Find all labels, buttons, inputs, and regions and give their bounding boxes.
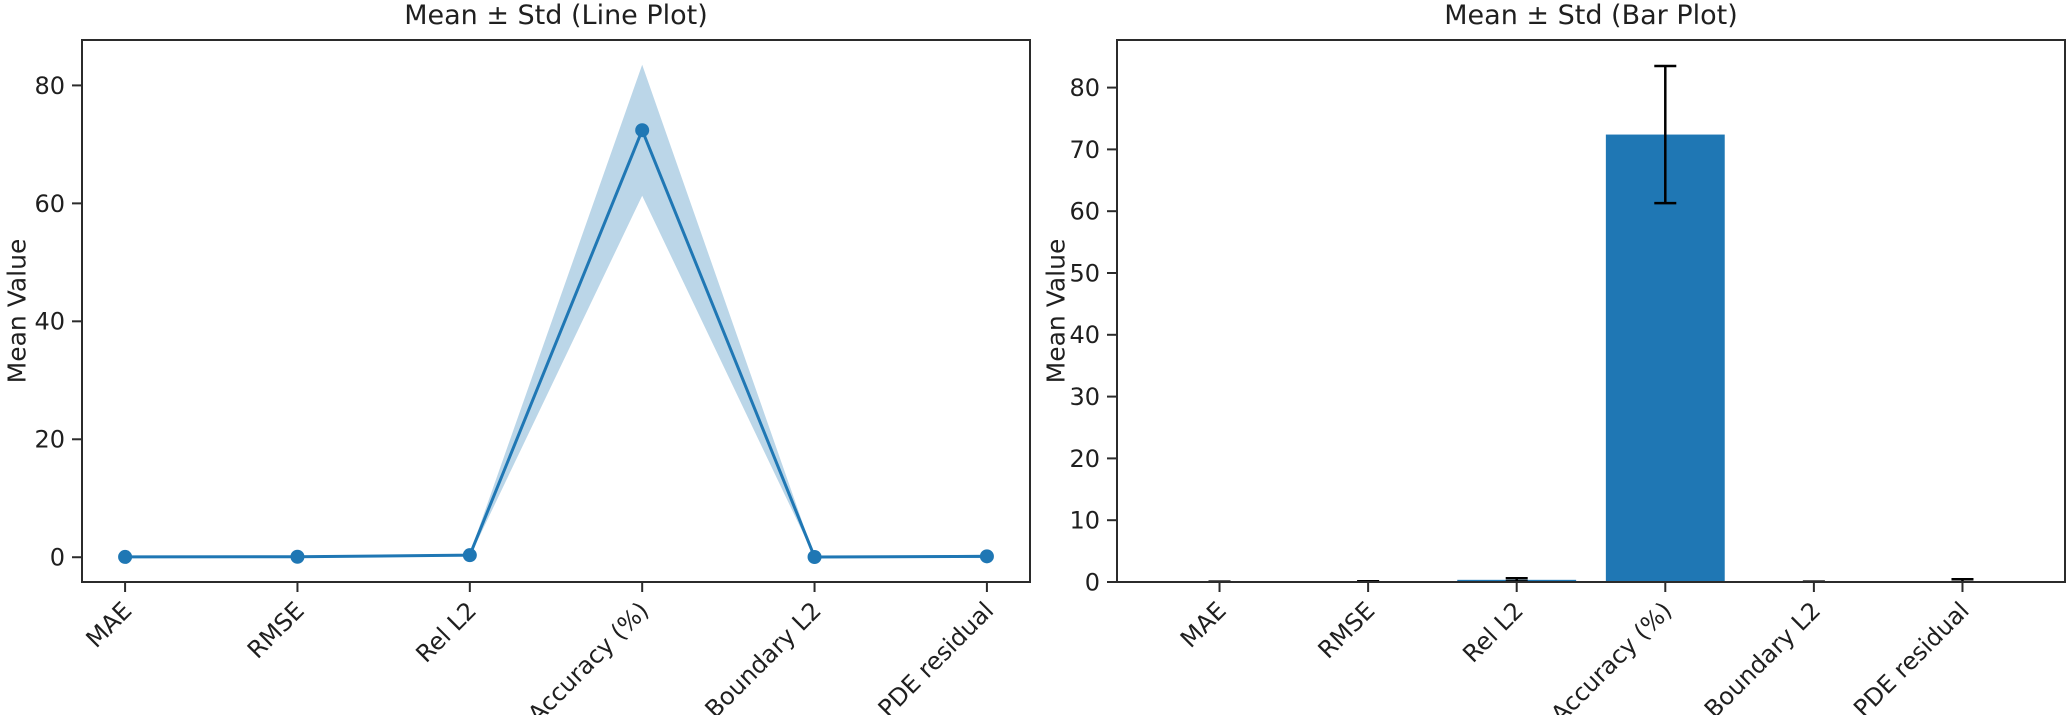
x-tick-label: Boundary L2: [700, 596, 827, 715]
axes-spines: [1116, 39, 2066, 583]
y-tick-label: 80: [1069, 74, 1100, 102]
x-tick-label: Rel L2: [1457, 596, 1529, 668]
mean-line-series: [125, 128, 987, 559]
x-tick-label: PDE residual: [873, 596, 999, 715]
y-tick-label: 60: [1069, 198, 1100, 226]
x-tick-label: MAE: [1175, 596, 1232, 653]
data-point-marker: [807, 549, 822, 564]
y-tick-label: 20: [34, 426, 65, 454]
data-point-marker: [462, 548, 477, 563]
x-tick-label: RMSE: [1313, 596, 1381, 664]
x-tick-label: MAE: [81, 596, 138, 653]
y-tick-label: 70: [1069, 136, 1100, 164]
data-point-marker: [635, 123, 650, 138]
line-plot-ylabel: Mean Value: [2, 238, 32, 384]
line-plot-title: Mean ± Std (Line Plot): [404, 0, 708, 31]
x-tick-label: Rel L2: [410, 596, 482, 668]
bar-plot-title: Mean ± Std (Bar Plot): [1444, 0, 1738, 31]
y-tick-label: 10: [1069, 507, 1100, 535]
x-tick-label: PDE residual: [1848, 596, 1974, 715]
axes-spines: [81, 39, 1031, 583]
data-point-marker: [118, 549, 133, 564]
data-point-marker: [979, 549, 994, 564]
y-tick-label: 0: [50, 544, 65, 572]
y-tick-label: 40: [1069, 321, 1100, 349]
bar: [1605, 134, 1725, 582]
std-band: [125, 64, 987, 559]
bar-plot-ylabel: Mean Value: [1041, 238, 1071, 384]
y-tick-label: 50: [1069, 259, 1100, 287]
x-tick-label: RMSE: [242, 596, 310, 664]
y-tick-label: 40: [34, 308, 65, 336]
y-tick-label: 60: [34, 190, 65, 218]
y-tick-label: 30: [1069, 383, 1100, 411]
x-tick-label: Accuracy (%): [522, 596, 654, 715]
data-point-marker: [290, 549, 305, 564]
x-tick-label: Accuracy (%): [1545, 596, 1677, 715]
y-tick-label: 0: [1085, 568, 1100, 596]
y-tick-label: 80: [34, 72, 65, 100]
y-tick-label: 20: [1069, 445, 1100, 473]
x-tick-label: Boundary L2: [1699, 596, 1826, 715]
